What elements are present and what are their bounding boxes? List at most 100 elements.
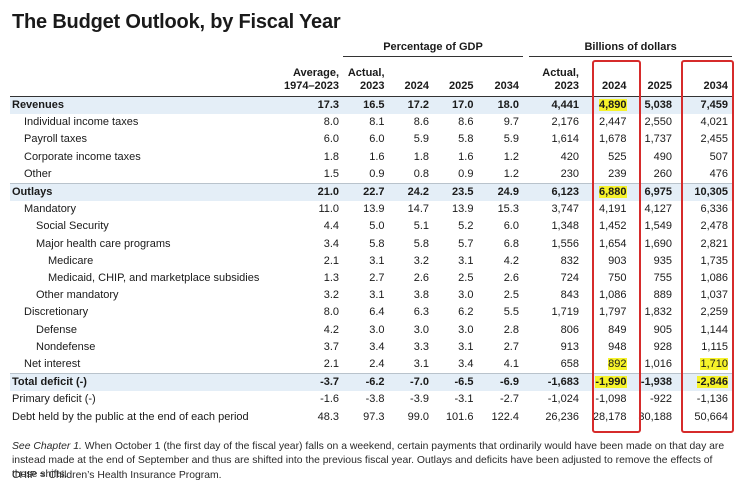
- column-header-4: 2034: [494, 80, 519, 92]
- table-cell: 3.4: [458, 358, 474, 371]
- table-cell: 2.7: [503, 340, 519, 353]
- table-cell: 5.5: [503, 306, 519, 319]
- row-label: Other mandatory: [36, 289, 119, 302]
- table-cell: 14.7: [407, 203, 429, 216]
- table-cell: 905: [653, 323, 673, 336]
- table-cell: 15.3: [497, 203, 519, 216]
- column-header-1: Actual, 2023: [347, 67, 385, 92]
- footnote-body: When October 1 (the first day of the fis…: [12, 441, 725, 480]
- table-cell: 22.7: [343, 183, 389, 202]
- table-cell: 4,021: [700, 116, 728, 129]
- table-cell: 1,037: [700, 289, 728, 302]
- table-cell: 1.5: [323, 167, 340, 180]
- table-cell: 3.7: [323, 340, 340, 353]
- table-cell: 6,880: [582, 183, 631, 202]
- table-cell: 8.0: [323, 306, 340, 319]
- table-cell: 4.2: [503, 254, 519, 267]
- table-cell: 17.3: [276, 96, 344, 115]
- table-cell: 0.9: [369, 167, 385, 180]
- table-cell: 122.4: [491, 410, 519, 423]
- table-cell: 849: [608, 323, 627, 336]
- highlighted-value: -2,846: [696, 376, 728, 389]
- group-header-row: Percentage of GDP Billions of dollars: [10, 38, 732, 57]
- table-cell: 2.7: [369, 272, 385, 285]
- table-cell: 1,549: [644, 220, 673, 233]
- highlighted-value: 6,880: [599, 186, 627, 199]
- row-label: Social Security: [36, 220, 109, 233]
- column-gap: [522, 373, 530, 392]
- table-cell: 6.3: [413, 306, 429, 319]
- table-cell: 50,664: [694, 410, 728, 423]
- table-cell: 26,236: [545, 410, 579, 423]
- table-cell: 2.5: [503, 289, 519, 302]
- table-cell: 4.4: [323, 220, 340, 233]
- table-row: Nondefense 3.7 3.4 3.3 3.1 2.7 913 948 928 1,115: [10, 339, 732, 356]
- table-cell: -3.7: [276, 373, 344, 392]
- row-label: Total deficit (-): [10, 373, 277, 392]
- column-header-0: Average, 1974–2023: [283, 67, 340, 92]
- table-cell: 1,678: [599, 133, 627, 146]
- table-cell: 3.1: [458, 340, 474, 353]
- table-cell: -1.6: [320, 393, 340, 406]
- table-cell: 658: [560, 358, 579, 371]
- row-label: Revenues: [10, 96, 277, 115]
- table-cell: -6.9: [477, 373, 523, 392]
- table-row: Other 1.5 0.9 0.8 0.9 1.2 230 239 260 476: [10, 166, 732, 184]
- table-cell: 892: [583, 356, 631, 374]
- row-label: Primary deficit (-): [12, 393, 96, 406]
- table-cell: -922: [650, 393, 673, 406]
- table-cell: 2,550: [644, 116, 673, 129]
- table-cell: 1,690: [644, 237, 673, 250]
- table-row: Discretionary 8.0 6.4 6.3 6.2 5.5 1,719 1,797 1,…: [10, 304, 732, 321]
- table-cell: 6.0: [323, 133, 340, 146]
- table-cell: 843: [560, 289, 579, 302]
- table-cell: 420: [560, 150, 579, 163]
- table-cell: 806: [560, 323, 579, 336]
- table-cell: 5.8: [458, 133, 474, 146]
- table-cell: 1,614: [551, 133, 579, 146]
- chip-note: CHIP = Children’s Health Insurance Progr…: [12, 470, 222, 481]
- table-cell: 1,086: [599, 289, 627, 302]
- column-header-3: 2025: [448, 80, 474, 92]
- table-row: Individual income taxes 8.0 8.1 8.6 8.6 9.7 2,…: [10, 114, 732, 131]
- column-header-row: Average, 1974–2023 Actual, 2023 2024 2025 20…: [10, 57, 732, 97]
- table-cell: 889: [653, 289, 673, 302]
- table-cell: 2,259: [700, 306, 728, 319]
- table-cell: 507: [709, 150, 728, 163]
- table-cell: 3.0: [413, 323, 429, 336]
- table-cell: 239: [608, 167, 627, 180]
- table-cell: 1.6: [369, 150, 385, 163]
- table-cell: 1,735: [700, 254, 728, 267]
- table-cell: 260: [653, 167, 673, 180]
- table-cell: 11.0: [318, 203, 340, 216]
- highlighted-value: 4,890: [599, 99, 627, 111]
- table-cell: 2.6: [503, 272, 519, 285]
- table-cell: 101.6: [445, 410, 474, 423]
- table-cell: 7,459: [676, 96, 732, 115]
- table-row: Major health care programs 3.4 5.8 5.8 5.7 6.…: [10, 236, 732, 253]
- table-cell: 2.1: [323, 254, 340, 267]
- table-cell: 755: [653, 272, 673, 285]
- table-cell: 525: [608, 150, 627, 163]
- table-cell: -1,136: [696, 393, 728, 406]
- table-cell: -7.0: [388, 373, 433, 392]
- table-row: Medicare 2.1 3.1 3.2 3.1 4.2 832 903 935 1,735: [10, 253, 732, 270]
- table-row: Corporate income taxes 1.8 1.6 1.8 1.6 1.2 420…: [10, 149, 732, 166]
- table-cell: -2.7: [500, 393, 519, 406]
- row-label: Nondefense: [36, 340, 96, 353]
- table-cell: 8.0: [323, 116, 340, 129]
- table-cell: 97.3: [363, 410, 385, 423]
- table-cell: 1,710: [676, 356, 732, 374]
- table-row: Debt held by the public at the end of ea…: [10, 409, 732, 426]
- table-cell: 2.8: [503, 323, 519, 336]
- table-cell: 99.0: [407, 410, 429, 423]
- column-header-2: 2024: [404, 80, 429, 92]
- table-cell: 1,348: [551, 220, 579, 233]
- table-cell: 3.2: [323, 289, 340, 302]
- table-row: Mandatory 11.0 13.9 14.7 13.9 15.3 3,747 4,191 4…: [10, 201, 732, 218]
- table-cell: 9.7: [503, 116, 519, 129]
- table-cell: -1,938: [630, 373, 677, 392]
- table-cell: 3.1: [413, 358, 429, 371]
- table-cell: 3,747: [551, 203, 579, 216]
- table-cell: 2,176: [551, 116, 579, 129]
